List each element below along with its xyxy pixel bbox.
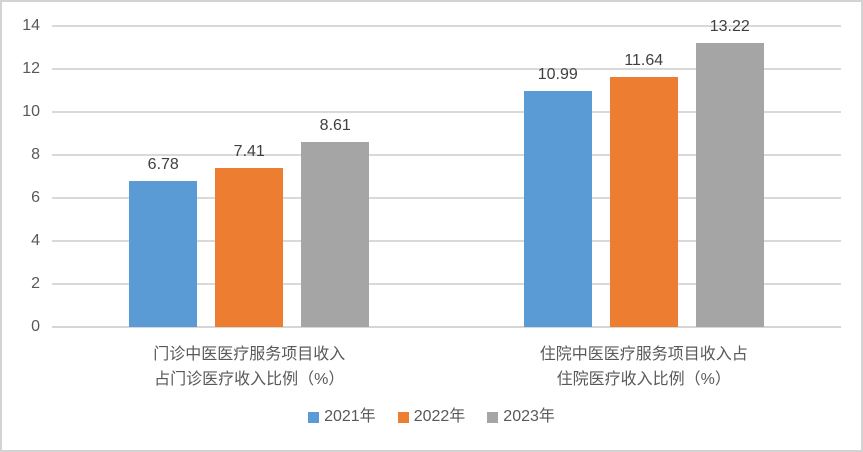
category-label-line: 占门诊医疗收入比例（%） [154,371,345,388]
y-tick-label: 10 [22,103,40,120]
bar-value-label: 7.41 [233,142,265,160]
legend: 2021年 2022年 2023年 [2,408,861,426]
x-axis-line [52,326,841,328]
y-tick-label: 2 [31,275,40,292]
legend-label: 2023年 [503,408,555,425]
gridline [52,283,841,285]
legend-swatch [487,411,499,423]
y-tick-label: 0 [31,318,40,335]
legend-swatch [308,411,320,423]
category-label-1: 门诊中医医疗服务项目收入 占门诊医疗收入比例（%） [52,342,447,392]
y-tick-label: 14 [22,17,40,34]
bar-value-label: 8.61 [319,116,351,134]
category-label-2: 住院中医医疗服务项目收入占 住院医疗收入比例（%） [447,342,842,392]
legend-item-2021年: 2021年 [308,408,376,426]
plot-area: 6.78 10.99 7.41 11.64 8.61 13.22 [52,18,841,328]
legend-label: 2021年 [324,408,376,425]
legend-item-2023年: 2023年 [487,408,555,426]
y-tick-label: 8 [31,146,40,163]
legend-label: 2022年 [413,408,466,425]
bar-value-label: 6.78 [147,156,179,174]
gridline [52,240,841,242]
y-tick-label: 12 [22,60,40,77]
gridline [52,25,841,27]
legend-item-2022年: 2022年 [397,408,466,426]
bar-2021年-cat1 [129,181,198,327]
bar-value-label: 11.64 [624,51,664,69]
bar-2022年-cat2 [609,76,678,327]
y-tick-label: 6 [31,189,40,206]
bar-2023年-cat2 [695,42,764,327]
bar-2023年-cat1 [301,141,370,327]
legend-swatch [397,411,409,423]
gridline [52,68,841,70]
bar-2021年-cat2 [523,90,592,327]
bar-value-label: 10.99 [537,65,578,83]
bar-2022年-cat1 [215,167,284,327]
category-label-line: 住院中医医疗服务项目收入占 [539,346,748,363]
y-tick-label: 4 [31,232,40,249]
gridline [52,111,841,113]
gridline [52,154,841,156]
category-label-line: 门诊中医医疗服务项目收入 [153,346,346,363]
gridline [52,197,841,199]
bar-value-label: 13.22 [709,17,750,35]
category-label-line: 住院医疗收入比例（%） [556,371,731,388]
